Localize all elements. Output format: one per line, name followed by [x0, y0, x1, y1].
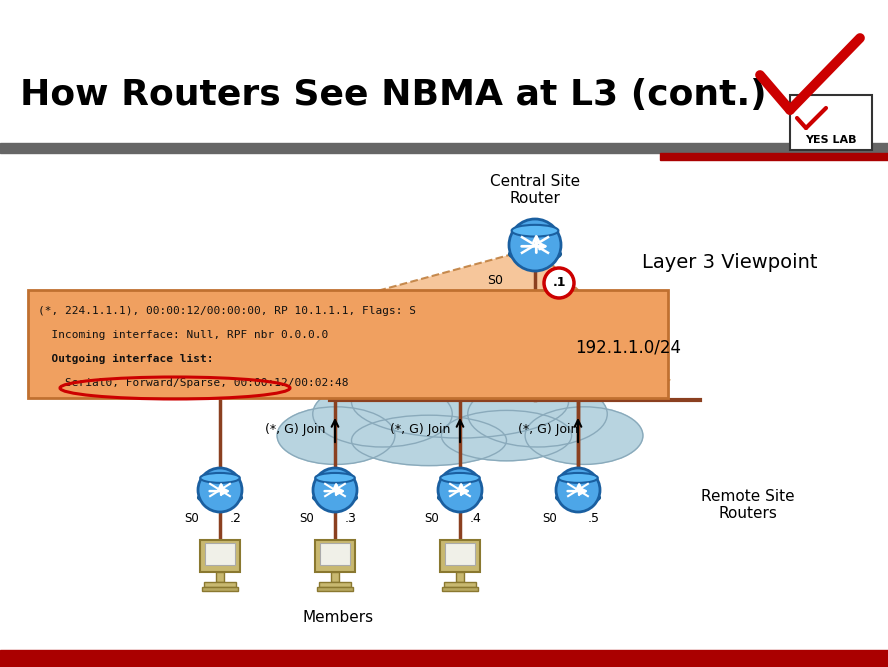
Text: .1: .1	[552, 277, 566, 289]
Text: S0: S0	[185, 512, 200, 524]
Polygon shape	[50, 248, 670, 380]
Text: S0: S0	[424, 512, 440, 524]
Circle shape	[509, 219, 561, 271]
Bar	[315, 540, 355, 572]
Bar	[790, 95, 872, 150]
Text: .2: .2	[230, 512, 242, 524]
Ellipse shape	[313, 381, 452, 447]
Ellipse shape	[525, 407, 643, 464]
Text: S0: S0	[299, 512, 314, 524]
Circle shape	[198, 468, 242, 512]
Ellipse shape	[468, 381, 607, 447]
Ellipse shape	[277, 407, 395, 464]
Text: (*, G) Join: (*, G) Join	[518, 424, 578, 436]
Ellipse shape	[200, 473, 240, 483]
Bar	[204, 582, 236, 587]
Text: Central Site
Router: Central Site Router	[490, 174, 580, 206]
Text: Remote Site
Routers: Remote Site Routers	[702, 489, 795, 521]
Bar	[445, 543, 475, 565]
Ellipse shape	[352, 366, 568, 438]
Text: (*, G) Join: (*, G) Join	[390, 424, 450, 436]
Bar	[200, 540, 240, 572]
Bar	[660, 153, 888, 160]
Bar	[440, 540, 480, 572]
Circle shape	[438, 468, 482, 512]
Bar	[0, 650, 888, 667]
Text: .5: .5	[588, 512, 600, 524]
Text: S0: S0	[487, 273, 503, 287]
Bar	[444, 582, 476, 587]
Text: YES LAB: YES LAB	[805, 135, 857, 145]
Circle shape	[544, 268, 574, 298]
Ellipse shape	[438, 492, 482, 503]
Ellipse shape	[556, 492, 600, 503]
Bar	[320, 543, 350, 565]
Text: 192.1.1.0/24: 192.1.1.0/24	[575, 339, 681, 357]
Ellipse shape	[509, 247, 561, 261]
Bar	[456, 572, 464, 582]
Bar	[0, 143, 888, 153]
Ellipse shape	[315, 473, 355, 483]
Text: .4: .4	[470, 512, 482, 524]
Circle shape	[556, 468, 600, 512]
Text: Serial0, Forward/Sparse, 00:00:12/00:02:48: Serial0, Forward/Sparse, 00:00:12/00:02:…	[38, 378, 348, 388]
Bar	[202, 587, 238, 591]
Text: How Routers See NBMA at L3 (cont.): How Routers See NBMA at L3 (cont.)	[20, 78, 766, 112]
Ellipse shape	[440, 473, 480, 483]
Ellipse shape	[559, 473, 598, 483]
Ellipse shape	[441, 410, 572, 461]
Bar	[442, 587, 478, 591]
Text: Incoming interface: Null, RPF nbr 0.0.0.0: Incoming interface: Null, RPF nbr 0.0.0.…	[38, 330, 329, 340]
Text: Members: Members	[303, 610, 374, 626]
Bar	[205, 543, 235, 565]
Text: Layer 3 Viewpoint: Layer 3 Viewpoint	[642, 253, 818, 271]
Text: (*, G) Join: (*, G) Join	[265, 424, 325, 436]
Bar	[216, 572, 224, 582]
Text: S0: S0	[543, 512, 558, 524]
Text: Outgoing interface list:: Outgoing interface list:	[38, 354, 213, 364]
Ellipse shape	[352, 415, 506, 466]
Ellipse shape	[313, 492, 357, 503]
Bar	[317, 587, 353, 591]
Ellipse shape	[511, 225, 559, 237]
Bar	[28, 290, 668, 398]
Circle shape	[313, 468, 357, 512]
Bar	[331, 572, 339, 582]
Text: .3: .3	[345, 512, 357, 524]
Text: (*, 224.1.1.1), 00:00:12/00:00:00, RP 10.1.1.1, Flags: S: (*, 224.1.1.1), 00:00:12/00:00:00, RP 10…	[38, 306, 416, 316]
Bar	[319, 582, 351, 587]
Ellipse shape	[198, 492, 242, 503]
